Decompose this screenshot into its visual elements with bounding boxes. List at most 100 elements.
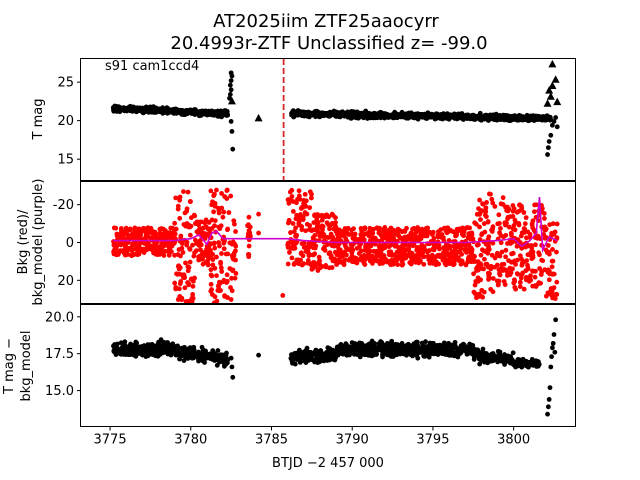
bkg-point bbox=[308, 195, 314, 201]
bkg-point bbox=[183, 260, 188, 266]
bkg-point bbox=[545, 269, 551, 275]
bkg-point bbox=[479, 232, 484, 238]
bkg-point bbox=[420, 229, 426, 235]
bkg-point bbox=[299, 204, 305, 210]
bkg-point bbox=[532, 202, 538, 208]
diff-point bbox=[451, 344, 457, 350]
bkg-point bbox=[425, 254, 431, 259]
diff-point bbox=[221, 363, 227, 369]
diff-point bbox=[458, 343, 464, 349]
bkg-point bbox=[256, 230, 261, 236]
diff-point bbox=[529, 357, 535, 362]
diff-point bbox=[372, 341, 378, 346]
bkg-point bbox=[510, 250, 516, 256]
bkg-point bbox=[185, 189, 191, 195]
bkg-point bbox=[410, 236, 416, 242]
tmag-point bbox=[513, 115, 519, 121]
bkg-point bbox=[367, 248, 373, 254]
x-axis-label: BTJD −2 457 000 bbox=[272, 456, 384, 471]
bkg-point bbox=[185, 280, 190, 285]
bkg-point bbox=[312, 213, 317, 219]
bkg-point bbox=[481, 256, 487, 262]
bkg-point bbox=[439, 235, 445, 240]
diff-point bbox=[402, 343, 408, 349]
tmag-point bbox=[545, 152, 550, 157]
tmag-point bbox=[491, 113, 496, 118]
bkg-point bbox=[519, 245, 525, 251]
bkg-point bbox=[290, 199, 296, 204]
bkg-point bbox=[199, 230, 205, 236]
tmag-scatter-points bbox=[110, 59, 562, 180]
bkg-ylabel-line1: Bkg (red)/ bbox=[16, 209, 31, 274]
bkg-point bbox=[523, 215, 529, 221]
bkg-point bbox=[194, 241, 199, 246]
tmag-point bbox=[486, 118, 491, 123]
diff-point bbox=[494, 355, 500, 360]
diff-point bbox=[155, 347, 161, 353]
diff-point bbox=[393, 346, 398, 352]
bkg-point bbox=[200, 225, 206, 231]
diff-axes-frame bbox=[80, 304, 576, 427]
bkg-point bbox=[225, 226, 231, 232]
bkg-point bbox=[369, 259, 375, 265]
bkg-point bbox=[477, 197, 482, 203]
bkg-point bbox=[154, 245, 160, 251]
bkg-point bbox=[486, 276, 491, 282]
bkg-point bbox=[546, 277, 552, 283]
tmag-point bbox=[548, 132, 554, 138]
bkg-point bbox=[444, 229, 450, 234]
bkg-point bbox=[295, 257, 301, 263]
diff-point bbox=[409, 349, 415, 355]
bkg-point bbox=[446, 238, 452, 243]
diff-point bbox=[297, 350, 303, 356]
bkg-point bbox=[440, 257, 446, 263]
bkg-point bbox=[222, 293, 228, 299]
bkg-point bbox=[175, 206, 181, 212]
tmag-point bbox=[147, 107, 153, 112]
tmag-point bbox=[528, 115, 534, 121]
diff-point bbox=[185, 356, 191, 361]
bkg-point bbox=[392, 243, 398, 249]
bkg-point bbox=[529, 245, 535, 251]
diff-point bbox=[423, 339, 428, 345]
bkg-point bbox=[338, 252, 344, 258]
bkg-point bbox=[349, 231, 355, 237]
tmag-point bbox=[205, 109, 211, 115]
bkg-point bbox=[289, 194, 295, 199]
bkg-point bbox=[319, 223, 325, 229]
bkg-point bbox=[384, 259, 390, 265]
bkg-point bbox=[309, 266, 315, 272]
bkg-point bbox=[548, 286, 554, 291]
diff-point bbox=[157, 343, 163, 349]
bkg-point bbox=[246, 252, 252, 257]
bkg-point bbox=[543, 235, 549, 240]
bkg-point bbox=[324, 220, 330, 226]
bkg-point bbox=[433, 259, 439, 265]
chart-title-line2: 20.4993r-ZTF Unclassified z= -99.0 bbox=[170, 33, 487, 54]
tmag-point bbox=[404, 115, 409, 121]
diff-point bbox=[515, 357, 521, 363]
bkg-point bbox=[180, 250, 186, 255]
bkg-point bbox=[247, 224, 253, 230]
bkg-point bbox=[512, 227, 518, 233]
bkg-point bbox=[391, 257, 397, 263]
diff-point bbox=[229, 364, 235, 370]
diff-point bbox=[414, 348, 420, 354]
bkg-point bbox=[291, 229, 297, 235]
bkg-point bbox=[445, 252, 451, 257]
bkg-point bbox=[478, 261, 483, 267]
tmag-point bbox=[447, 113, 452, 118]
bkg-point bbox=[184, 239, 190, 245]
tmag-point bbox=[224, 109, 230, 114]
bkg-point bbox=[436, 242, 442, 248]
diff-point bbox=[204, 351, 209, 357]
bkg-point bbox=[472, 253, 478, 259]
diff-point bbox=[552, 349, 558, 355]
diff-point bbox=[195, 349, 201, 355]
bkg-point bbox=[467, 232, 473, 237]
bkg-point bbox=[291, 261, 297, 267]
bkg-point bbox=[454, 226, 460, 232]
bkg-point bbox=[118, 242, 124, 248]
tmag-point bbox=[183, 109, 189, 115]
bkg-point bbox=[395, 262, 401, 268]
